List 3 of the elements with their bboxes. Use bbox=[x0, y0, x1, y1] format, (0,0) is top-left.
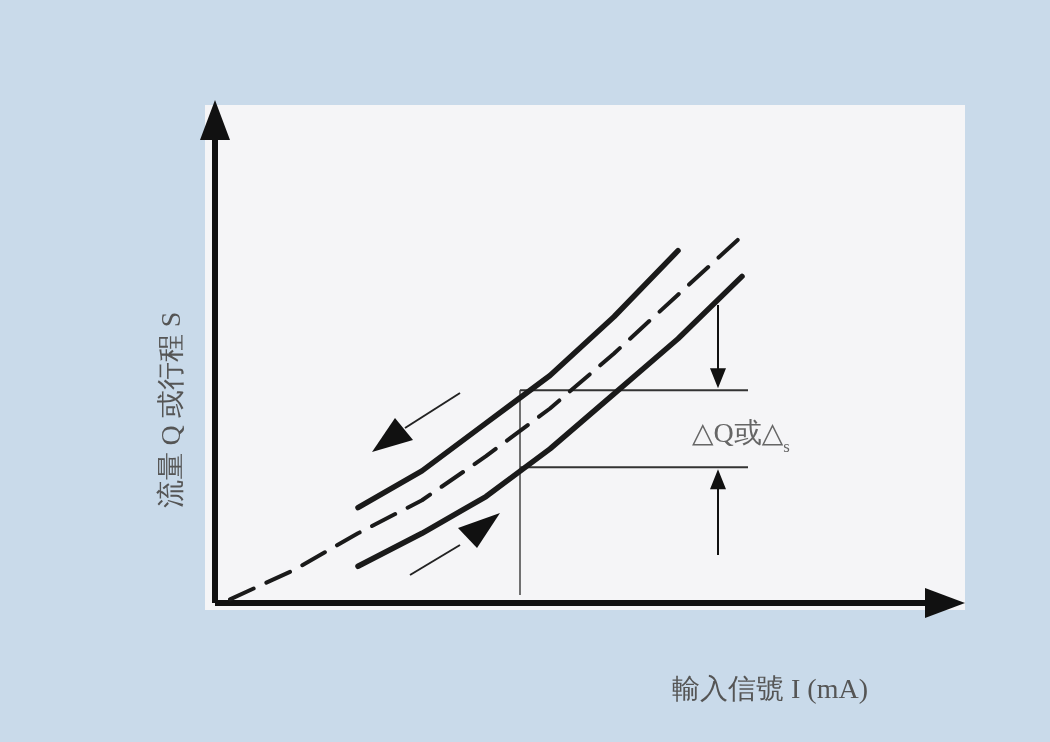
x-axis-title: 輸入信號 I (mA) bbox=[672, 673, 868, 704]
annotation: △Q或△$_{s}$ bbox=[692, 417, 790, 456]
y-axis-title: 流量 Q 或行程 S bbox=[155, 311, 186, 509]
